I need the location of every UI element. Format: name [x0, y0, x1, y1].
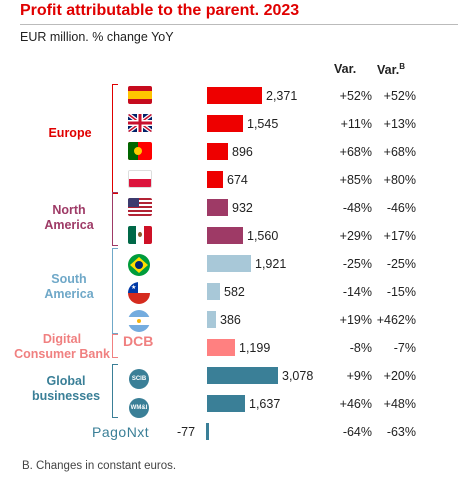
bar-value-label: 582	[224, 285, 245, 299]
bar-wmi-logo	[207, 395, 245, 412]
var-value: -14%	[342, 285, 372, 299]
argentina-flag-icon	[128, 310, 150, 332]
var-b-value: +52%	[383, 89, 416, 103]
bar-value-label: 1,921	[255, 257, 287, 271]
bar-pagonxt-logo	[206, 423, 209, 440]
bar-usa-flag	[207, 199, 228, 216]
var-value: +19%	[339, 313, 372, 327]
group-bracket-global-businesses	[112, 364, 118, 418]
chart-subtitle: EUR million. % change YoY	[20, 30, 174, 44]
var-value: -25%	[342, 257, 372, 271]
var-header: Var.	[334, 62, 357, 76]
var-b-value: -15%	[386, 285, 416, 299]
var-value: +68%	[339, 145, 372, 159]
bar-value-label: -77	[177, 425, 196, 439]
chart-title: Profit attributable to the parent. 2023	[20, 2, 300, 19]
bar-value-label: 3,078	[282, 369, 314, 383]
dcb-logo-icon: DCB	[123, 333, 154, 349]
spain-flag-icon	[128, 86, 152, 104]
bar-chile-flag	[207, 283, 220, 300]
var-value: -48%	[342, 201, 372, 215]
bar-value-label: 1,560	[247, 229, 279, 243]
group-label-south-america: South America	[44, 272, 94, 301]
var-b-value: +17%	[383, 229, 416, 243]
var-b-value: +68%	[383, 145, 416, 159]
var-value: -64%	[342, 425, 372, 439]
group-bracket-dcb	[112, 334, 118, 358]
usa-flag-icon	[128, 198, 152, 216]
var-value: -8%	[349, 341, 372, 355]
mexico-flag-icon	[128, 226, 152, 244]
var-b-value: +13%	[383, 117, 416, 131]
var-b-value: -7%	[393, 341, 416, 355]
footnote: B. Changes in constant euros.	[22, 460, 177, 472]
bar-value-label: 386	[220, 313, 241, 327]
wmi-logo-icon: WM&I	[129, 398, 149, 418]
var-value: +46%	[339, 397, 372, 411]
bar-value-label: 932	[232, 201, 253, 215]
bar-scib-logo	[207, 367, 278, 384]
bar-value-label: 674	[227, 173, 248, 187]
pagonxt-logo-icon: PagoNxt	[92, 424, 150, 440]
group-bracket-south-america	[112, 248, 118, 334]
brazil-flag-icon	[128, 254, 150, 276]
bar-uk-flag	[207, 115, 243, 132]
chile-flag-icon: ★	[128, 282, 150, 304]
bar-brazil-flag	[207, 255, 251, 272]
var-value: +9%	[346, 369, 372, 383]
var-b-value: -25%	[386, 257, 416, 271]
var-value: +85%	[339, 173, 372, 187]
group-label-digital-consumer-bank: Digital Consumer Bank	[14, 332, 110, 361]
var-b-value: -46%	[386, 201, 416, 215]
scib-logo-icon: SCIB	[129, 369, 149, 389]
group-bracket-north-america	[112, 192, 118, 246]
poland-flag-icon	[128, 170, 152, 188]
bar-value-label: 2,371	[266, 89, 298, 103]
group-label-europe: Europe	[48, 126, 92, 140]
uk-flag-icon	[128, 114, 152, 132]
bar-spain-flag	[207, 87, 262, 104]
var-b-value: +48%	[383, 397, 416, 411]
var-b-value: +462%	[376, 313, 416, 327]
bar-value-label: 1,637	[249, 397, 281, 411]
group-bracket-europe	[112, 84, 118, 194]
bar-value-label: 1,545	[247, 117, 279, 131]
portugal-flag-icon	[128, 142, 152, 160]
var-b-value: +80%	[383, 173, 416, 187]
var-b-value: +20%	[383, 369, 416, 383]
var-b-value: -63%	[386, 425, 416, 439]
var-value: +29%	[339, 229, 372, 243]
bar-mexico-flag	[207, 227, 243, 244]
bar-argentina-flag	[207, 311, 216, 328]
group-label-global-businesses: Global businesses	[31, 374, 101, 403]
var-value: +52%	[339, 89, 372, 103]
var-b-header: Var.B	[377, 62, 406, 78]
bar-portugal-flag	[207, 143, 228, 160]
bar-dcb-logo	[207, 339, 235, 356]
var-value: +11%	[340, 117, 372, 131]
title-divider	[20, 24, 458, 25]
bar-poland-flag	[207, 171, 223, 188]
bar-value-label: 896	[232, 145, 253, 159]
bar-value-label: 1,199	[239, 341, 271, 355]
group-label-north-america: North America	[44, 203, 94, 232]
